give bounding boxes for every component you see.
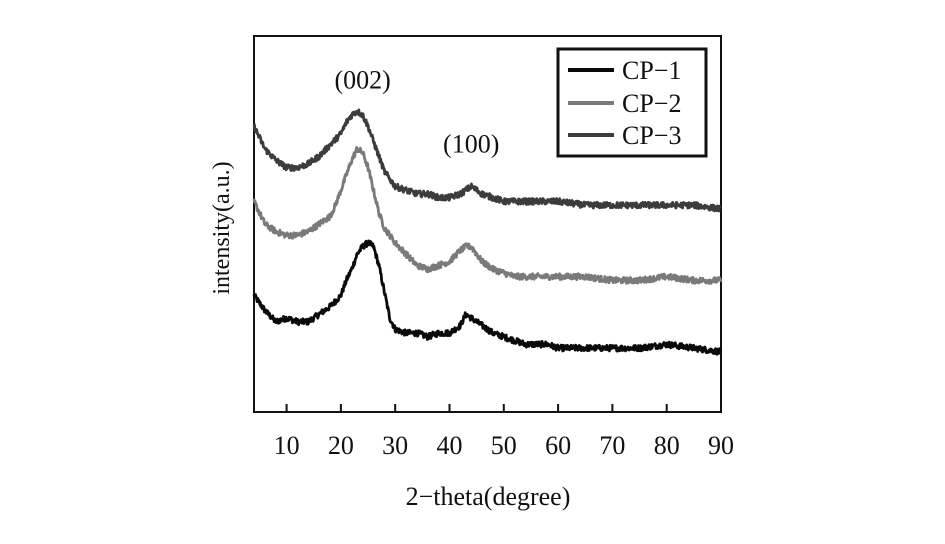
x-tick-label: 40 (436, 431, 462, 460)
y-axis-label: intensity(a.u.) (209, 161, 235, 294)
x-tick-label: 80 (654, 431, 680, 460)
series-layer (252, 108, 723, 356)
legend-label-cp3: CP−3 (622, 121, 681, 150)
plot-frame (253, 35, 722, 413)
x-tick-label: 20 (328, 431, 354, 460)
x-tick-label: 10 (274, 431, 300, 460)
x-axis-label: 2−theta(degree) (406, 482, 571, 511)
series-line-cp2 (252, 146, 723, 285)
x-tick-label: 30 (382, 431, 408, 460)
x-tick-label: 60 (545, 431, 571, 460)
legend-label-cp2: CP−2 (622, 89, 681, 118)
peak-annotation-100: (100) (443, 130, 499, 159)
legend: CP−1 CP−2 CP−3 (556, 47, 708, 158)
series-line-cp1 (252, 239, 723, 356)
x-tick-label: 90 (708, 431, 734, 460)
x-tick-label: 50 (491, 431, 517, 460)
peak-annotation-002: (002) (334, 66, 390, 95)
x-axis: 10 20 30 40 50 60 70 80 90 (274, 404, 734, 460)
x-tick-label: 70 (599, 431, 625, 460)
series-line-cp3 (252, 108, 722, 213)
plot-border (253, 35, 722, 413)
legend-label-cp1: CP−1 (622, 56, 681, 85)
